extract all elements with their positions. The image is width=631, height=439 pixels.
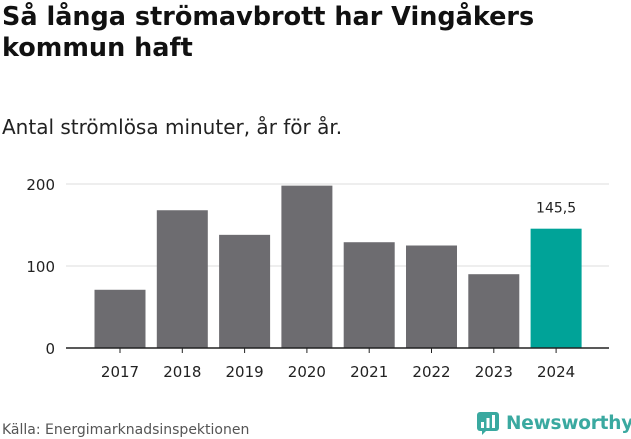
x-tick-label: 2017: [101, 363, 139, 381]
x-tick-label: 2022: [412, 363, 450, 381]
x-tick-label: 2019: [226, 363, 264, 381]
brand-name: Newsworthy: [506, 412, 631, 434]
x-tick-label: 2024: [537, 363, 575, 381]
y-tick-label: 200: [26, 176, 55, 194]
bar-2023: [468, 274, 520, 348]
bar-2018: [156, 210, 208, 348]
bar-2021: [343, 242, 395, 348]
x-tick-label: 2020: [288, 363, 326, 381]
x-tick-label: 2023: [475, 363, 513, 381]
bar-chart: 0 100 200 2017 2018 2019 2020 2021 2022 2023 2024 1…: [26, 176, 609, 381]
bar-2022: [406, 245, 457, 348]
chart-subtitle: Antal strömlösa minuter, år för år.: [2, 115, 343, 139]
bar-2024: [530, 228, 582, 348]
source-note: Källa: Energimarknadsinspektionen: [2, 422, 250, 438]
bar-2020: [281, 185, 333, 348]
x-tick-label: 2021: [350, 363, 388, 381]
chart-title: Så långa strömavbrott har Vingåkers komm…: [2, 2, 535, 63]
newsworthy-logo-icon: [477, 412, 499, 435]
brand-logo[interactable]: Newsworthy: [476, 408, 631, 438]
y-tick-label: 0: [45, 340, 55, 358]
bar-2017: [94, 289, 146, 348]
bar-2019: [219, 234, 271, 348]
data-label: 145,5: [536, 201, 576, 217]
y-tick-label: 100: [26, 258, 55, 276]
x-tick-label: 2018: [163, 363, 201, 381]
